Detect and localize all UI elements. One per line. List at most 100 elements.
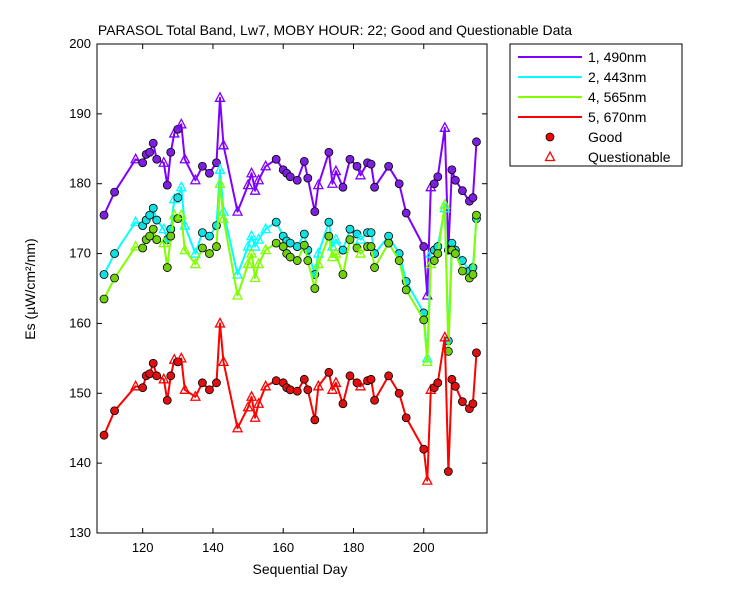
data-point-good [366,242,376,251]
data-point-good [366,159,376,169]
data-point-good [458,397,467,407]
data-point-good [152,371,162,381]
chart-title: PARASOL Total Band, Lw7, MOBY HOUR: 22; … [98,22,572,38]
data-point-questionable [354,168,367,180]
data-point-questionable [326,177,338,188]
y-tick-label: 160 [69,315,91,330]
data-point-questionable [158,236,170,248]
data-point-good [366,374,376,384]
legend-label: 5, 670nm [588,109,646,125]
legend: 1, 490nm 2, 443nm 4, 565nm 5, 670nm Good Ques… [509,43,683,167]
data-point-good [205,249,214,258]
legend-label: 4, 565nm [588,89,646,105]
series-line [103,182,478,363]
data-point-good [148,358,158,368]
data-point-questionable [260,222,272,234]
data-point-good [138,243,148,253]
data-point-good [324,231,334,241]
data-point-good [419,444,429,454]
data-point-good [370,395,379,405]
legend-box [509,43,683,167]
plot-area: 120 140 160 180 200 130 140 150 160 170 180 190 200 [69,36,488,555]
data-point-good [384,238,394,248]
data-point-good [324,367,334,377]
data-point-good [310,284,320,293]
data-point-good [138,383,148,393]
data-point-good [303,173,313,183]
data-point-questionable [242,400,254,412]
data-point-good [338,245,348,255]
data-point-good [166,147,176,157]
data-point-good [152,215,162,225]
data-point-questionable [231,205,244,216]
data-point-questionable [354,379,367,391]
data-point-good [166,231,176,241]
data-point-questionable [175,180,187,192]
data-point-questionable [242,240,254,251]
data-point-questionable [130,152,142,164]
series-3 [99,177,481,367]
data-point-good [401,413,411,423]
data-point-questionable [354,247,367,258]
data-point-questionable [189,257,201,269]
data-point-good [212,242,221,251]
data-point-good [468,193,478,203]
data-point-good [162,180,172,190]
data-point-questionable [312,379,324,391]
data-point-questionable [179,243,191,255]
data-point-good [110,249,119,258]
data-point-questionable [231,421,244,433]
data-point-good [285,252,295,262]
data-point-questionable [312,178,324,190]
data-point-questionable [246,229,258,241]
legend-label: 1, 490nm [588,49,646,65]
data-point-good [401,285,411,295]
data-point-good [310,207,320,217]
data-point-good [292,386,302,396]
data-point-good [198,161,207,171]
data-point-good [110,273,119,283]
y-tick-label: 190 [69,106,91,121]
data-point-questionable [158,156,170,167]
data-point-questionable [253,233,265,244]
data-point-questionable [330,164,342,176]
data-point-good [110,187,119,197]
data-point-good [303,256,313,265]
data-point-questionable [260,379,272,391]
data-point-good [345,235,355,245]
data-point-questionable [214,91,226,102]
data-point-good [285,172,295,182]
data-point-questionable [246,166,258,178]
data-point-good [212,158,221,168]
data-point-good [99,210,109,220]
legend-item: 1, 490nm [518,49,646,65]
x-tick-label: 120 [132,540,154,555]
series-2 [99,163,481,363]
legend-item: 5, 670nm [518,109,646,125]
data-point-good [458,266,467,276]
data-point-good [148,203,158,213]
data-point-good [299,156,309,166]
series-line [103,96,478,297]
data-point-good [394,256,404,265]
data-point-questionable [330,376,342,387]
data-point-good [429,256,439,265]
axes: 120 140 160 180 200 130 140 150 160 170 180 190 200 [69,36,487,555]
data-point-questionable [179,152,191,164]
data-point-good [198,378,207,388]
data-point-questionable [158,372,170,384]
data-point-good [145,147,155,157]
data-point-questionable [330,247,342,258]
data-point-good [472,210,481,220]
data-point-good [352,243,362,253]
data-point-good [285,385,295,395]
data-point-good [271,217,281,227]
data-point-good [345,371,355,381]
data-point-good [338,270,348,279]
x-tick-label: 180 [343,540,365,555]
data-point-questionable [158,222,170,234]
x-tick-label: 140 [202,540,224,555]
data-point-questionable [246,247,258,258]
data-point-questionable [253,173,265,185]
data-point-questionable [130,379,142,391]
